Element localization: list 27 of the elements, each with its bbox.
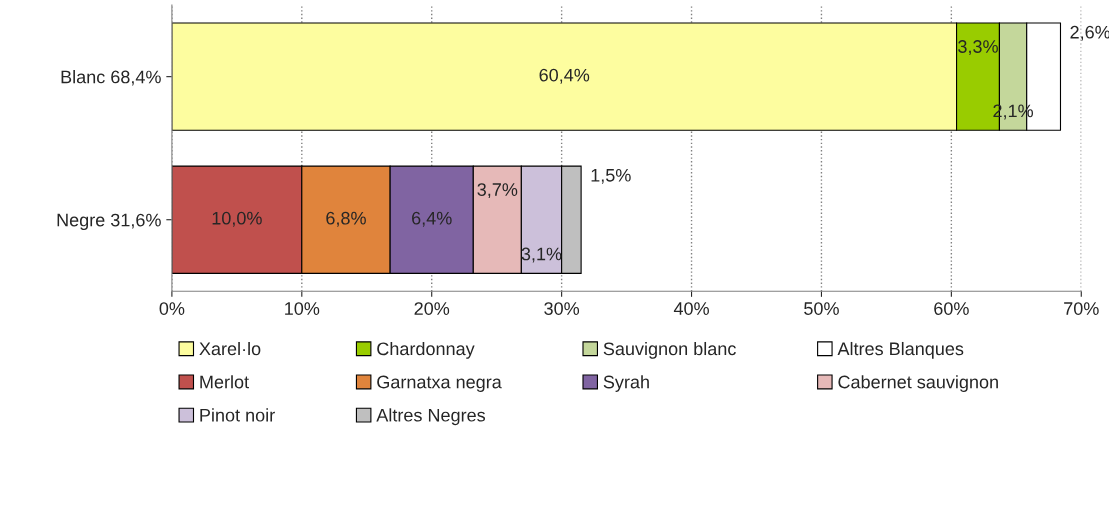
legend-label: Xarel·lo — [199, 341, 261, 356]
x-tick-label: 0% — [159, 302, 185, 315]
x-tick-label: 70% — [1064, 302, 1099, 315]
data-label: 3,3% — [958, 40, 998, 56]
legend-label: Syrah — [603, 375, 649, 392]
x-tick-label: 50% — [804, 302, 839, 315]
x-tick-label: 30% — [544, 302, 580, 315]
data-label: 6,8% — [326, 211, 366, 227]
legend-label: Pinot noir — [200, 408, 275, 422]
y-tick-label: Blanc 68,4% — [61, 70, 161, 86]
x-tick-label: 10% — [285, 302, 320, 315]
legend-label: Chardonnay — [377, 341, 475, 359]
y-tick-label: Negre 31,6% — [57, 213, 161, 231]
data-label: 60,4% — [539, 68, 590, 84]
data-label: 10,0% — [212, 211, 262, 227]
legend-label: Cabernet sauvignon — [838, 375, 998, 392]
x-tick-label: 40% — [673, 302, 709, 315]
legend-label: Altres Negres — [376, 408, 486, 426]
data-label: 3,7% — [477, 183, 518, 199]
legend-label: Garnatxa negra — [377, 375, 502, 392]
data-label: 6,4% — [412, 211, 452, 227]
data-label: 1,5% — [591, 168, 631, 184]
legend-label: Merlot — [200, 375, 249, 389]
x-tick-label: 60% — [934, 302, 969, 315]
legend-label: Altres Blanques — [837, 341, 964, 359]
legend-label: Sauvignon blanc — [603, 341, 736, 359]
x-tick-label: 20% — [414, 302, 450, 315]
